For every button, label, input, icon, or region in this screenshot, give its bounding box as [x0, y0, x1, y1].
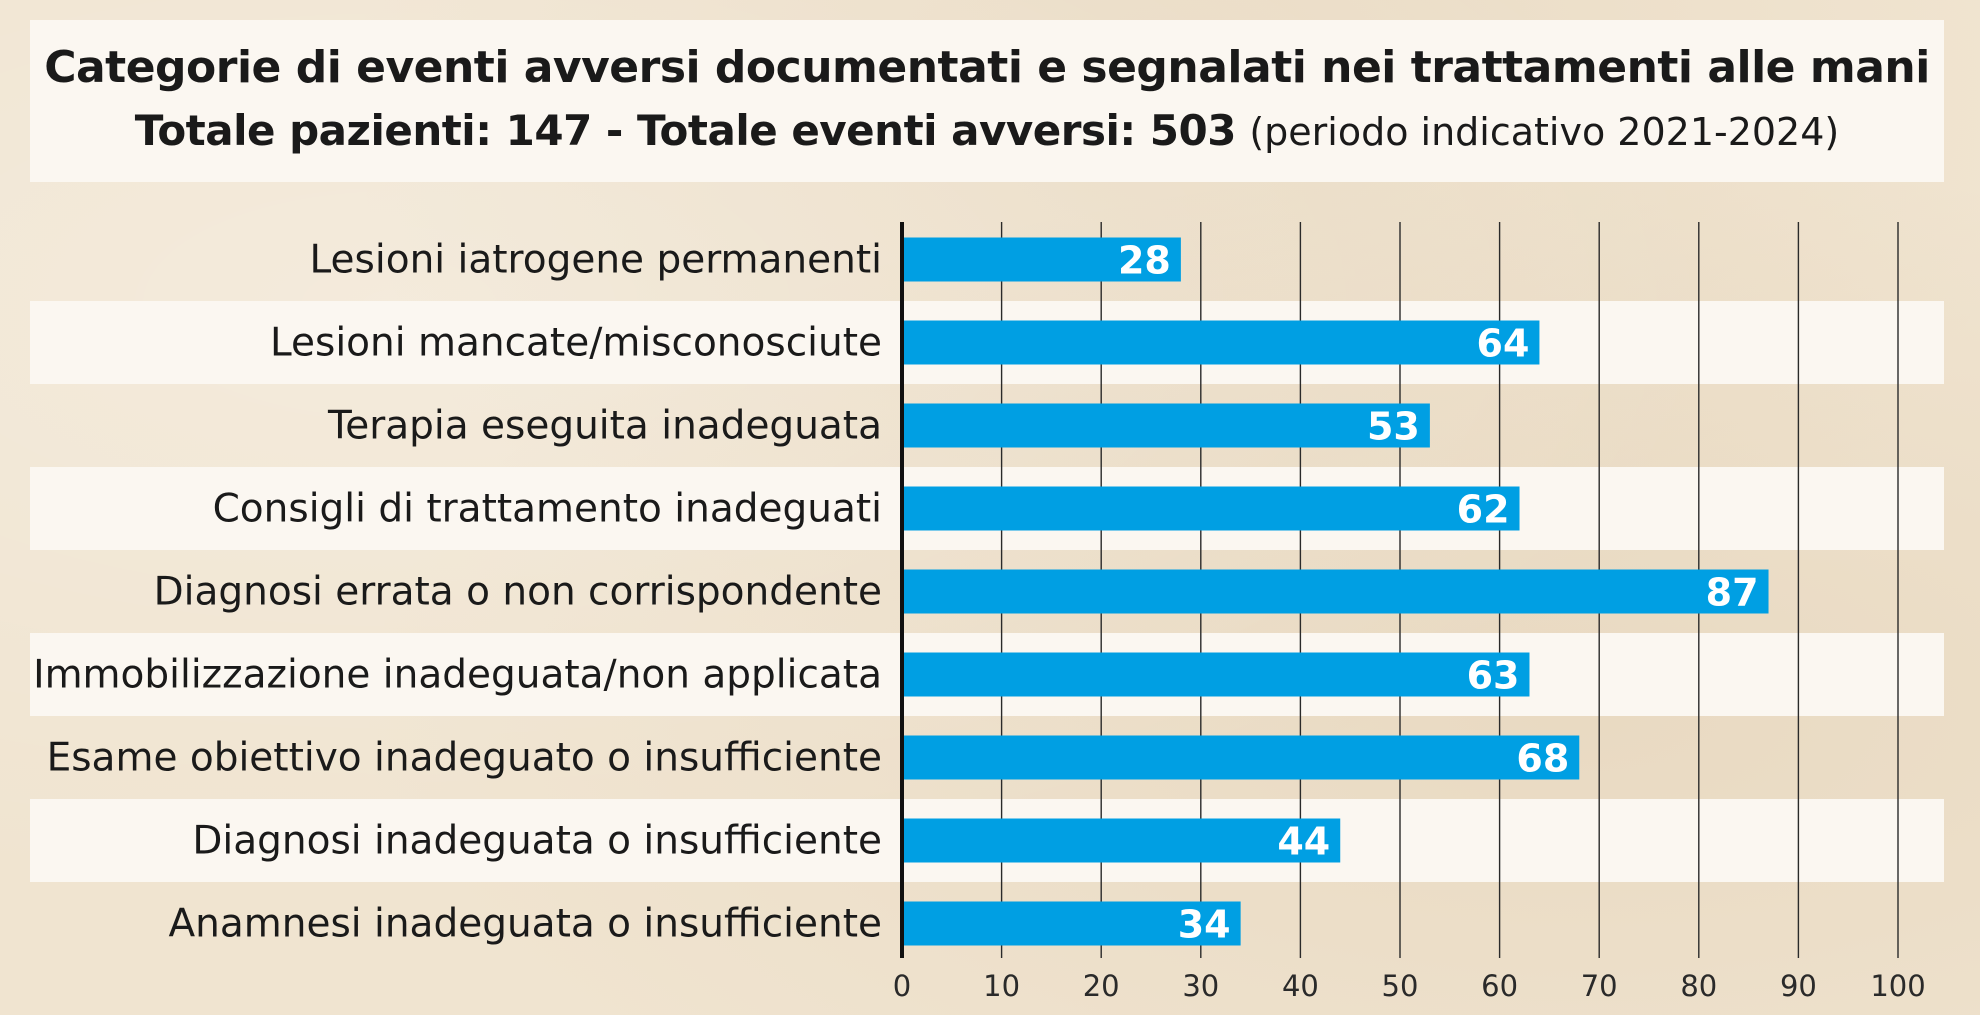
bar	[902, 735, 1580, 780]
bar	[902, 818, 1341, 863]
x-tick-label: 0	[893, 969, 911, 1003]
chart-title: Categorie di eventi avversi documentati …	[44, 42, 1930, 93]
bar-value-label: 68	[1516, 737, 1569, 781]
category-labels: Lesioni iatrogene permanenti Lesioni manc…	[33, 238, 882, 947]
x-tick-label: 100	[1870, 969, 1925, 1003]
x-tick-label: 70	[1581, 969, 1618, 1003]
category-label: Diagnosi inadeguata o insufficiente	[192, 819, 882, 864]
bar	[902, 486, 1520, 531]
bar-value-label: 53	[1367, 405, 1420, 449]
category-label: Consigli di trattamento inadeguati	[213, 487, 882, 532]
chart-subtitle-totals: Totale pazienti: 147 - Totale eventi avv…	[134, 106, 1237, 155]
x-tick-label: 90	[1780, 969, 1817, 1003]
category-label: Lesioni iatrogene permanenti	[310, 238, 882, 283]
bar-value-label: 63	[1467, 654, 1520, 698]
category-label: Immobilizzazione inadeguata/non applicat…	[33, 653, 882, 698]
x-axis-ticks: 0 10 20 30 40 50 60 70 80 90 100	[893, 969, 1926, 1003]
x-tick-label: 50	[1382, 969, 1419, 1003]
bar-value-label: 64	[1477, 322, 1530, 366]
bars: 28 64 53 62 87 63 68 44 34	[902, 237, 1769, 947]
bar-value-label: 87	[1706, 571, 1759, 615]
bar	[902, 569, 1769, 614]
bar-value-label: 44	[1277, 820, 1330, 864]
bar-value-label: 34	[1178, 903, 1231, 947]
bar	[902, 652, 1530, 697]
bar-value-label: 62	[1457, 488, 1510, 532]
bar	[902, 320, 1540, 365]
chart-header: Categorie di eventi avversi documentati …	[30, 20, 1944, 182]
bar	[902, 403, 1430, 448]
bar-value-label: 28	[1118, 239, 1171, 283]
x-tick-label: 60	[1481, 969, 1518, 1003]
x-tick-label: 30	[1182, 969, 1219, 1003]
x-tick-label: 10	[983, 969, 1020, 1003]
category-label: Terapia eseguita inadeguata	[327, 404, 882, 449]
x-tick-label: 20	[1083, 969, 1120, 1003]
x-tick-label: 80	[1680, 969, 1717, 1003]
chart-subtitle-period: (periodo indicativo 2021-2024)	[1249, 110, 1840, 154]
bar	[902, 237, 1181, 282]
category-label: Anamnesi inadeguata o insufficiente	[168, 902, 882, 947]
chart-subtitle: Totale pazienti: 147 - Totale eventi avv…	[30, 106, 1944, 155]
category-label: Lesioni mancate/misconosciute	[270, 321, 882, 366]
row-bands	[30, 301, 1944, 882]
x-tick-label: 40	[1282, 969, 1319, 1003]
bar	[902, 901, 1241, 946]
category-label: Esame obiettivo inadeguato o insufficien…	[47, 736, 882, 781]
category-label: Diagnosi errata o non corrispondente	[154, 570, 882, 615]
